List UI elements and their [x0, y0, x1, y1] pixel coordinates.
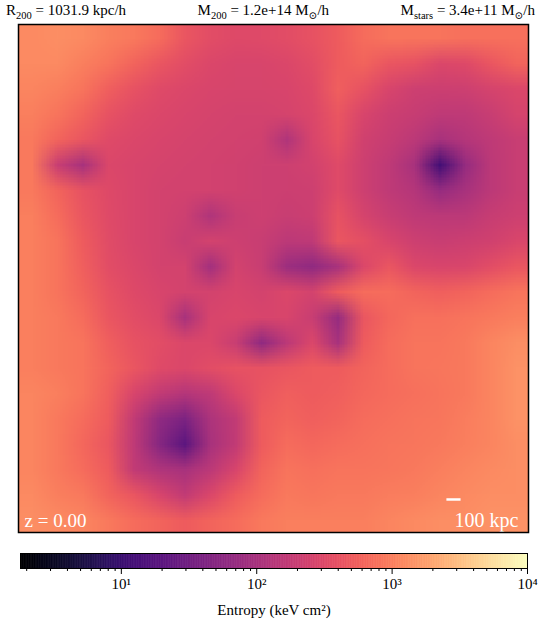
svg-text:10²: 10² [247, 576, 267, 592]
html-text:Mstars= 3.4e+11 M⊙/h: Mstars= 3.4e+11 M⊙/h [400, 2, 535, 21]
html-text:M200= 1.2e+14 M⊙/h: M200= 1.2e+14 M⊙/h [197, 2, 330, 21]
svg-text:10⁴: 10⁴ [517, 576, 537, 592]
svg-text:10¹: 10¹ [112, 576, 131, 592]
svg-text:z = 0.00: z = 0.00 [25, 510, 87, 531]
svg-text:100 kpc: 100 kpc [455, 509, 519, 532]
html-text:R200= 1031.9 kpc/h: R200= 1031.9 kpc/h [6, 2, 127, 21]
svg-text:10³: 10³ [382, 576, 402, 592]
svg-text:Entropy (keV cm²): Entropy (keV cm²) [217, 602, 330, 619]
